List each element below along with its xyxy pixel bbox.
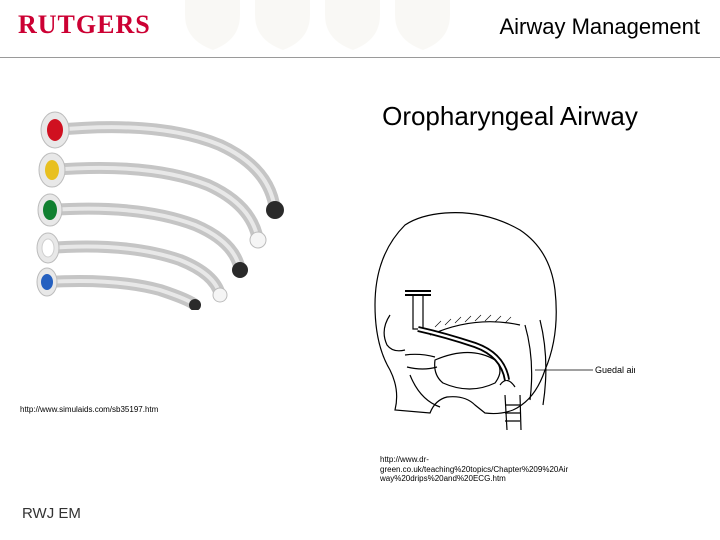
slide-title: Oropharyngeal Airway bbox=[380, 100, 640, 133]
footer: RWJ EM bbox=[22, 505, 81, 522]
header-title: Airway Management bbox=[499, 14, 700, 40]
logo: RUTGERS bbox=[18, 10, 151, 40]
diagram-label: Guedal airway bbox=[595, 365, 635, 375]
logo-text: RUTGERS bbox=[18, 10, 151, 40]
citation-right: http://www.dr-green.co.uk/teaching%20top… bbox=[380, 455, 570, 484]
sagittal-diagram: Guedal airway bbox=[335, 195, 635, 435]
header: RUTGERS Airway Management bbox=[0, 0, 720, 58]
slide: RUTGERS Airway Management Oropharyngeal … bbox=[0, 0, 720, 540]
citation-left: http://www.simulaids.com/sb35197.htm bbox=[20, 405, 190, 415]
airways-photo bbox=[20, 90, 330, 310]
